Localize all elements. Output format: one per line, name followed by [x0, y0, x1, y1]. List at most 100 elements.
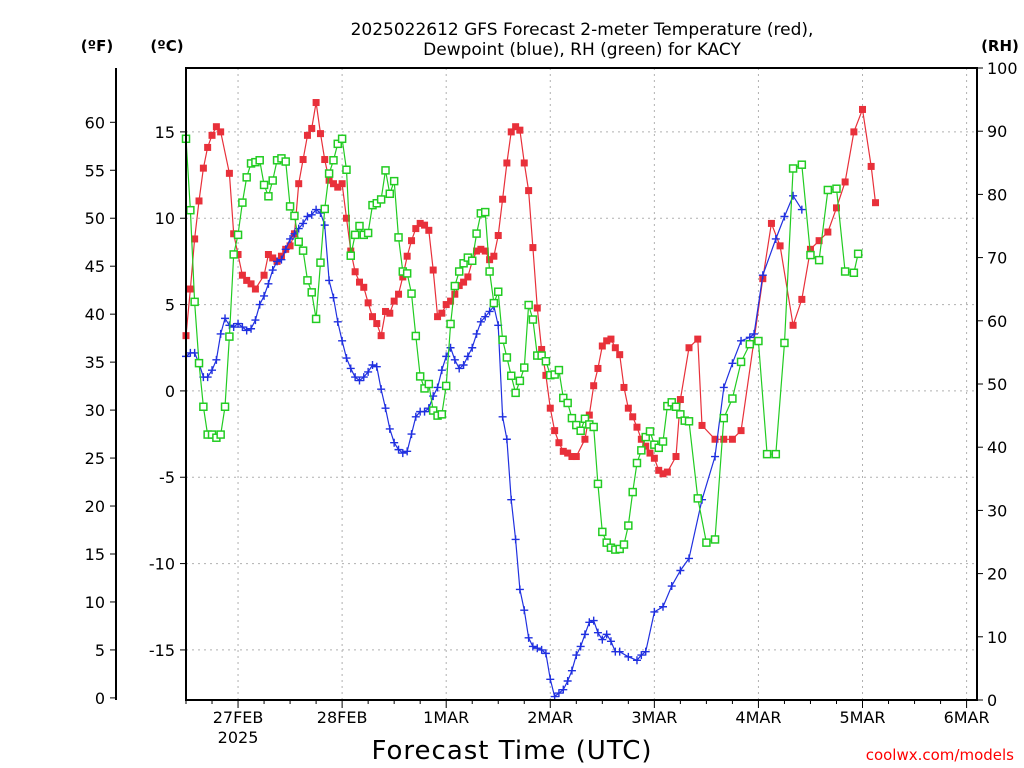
- rh-point: [771, 449, 781, 459]
- dewpoint-point: [546, 675, 555, 684]
- rh-tick-label: 30: [987, 501, 1007, 520]
- rh-point: [853, 249, 863, 259]
- dewpoint-point: [299, 219, 308, 228]
- rh-point: [255, 156, 264, 165]
- dewpoint-point: [329, 293, 338, 302]
- temperature-point: [720, 435, 728, 443]
- dewpoint-point: [381, 404, 390, 413]
- dewpoint-point: [602, 630, 611, 639]
- temperature-point: [325, 176, 333, 184]
- temperature-point: [364, 299, 372, 307]
- rh-point: [376, 195, 386, 204]
- x-tick-label: 2MAR: [527, 708, 573, 727]
- temperature-point: [581, 435, 589, 443]
- rh-point: [506, 371, 516, 381]
- dewpoint-point: [342, 354, 351, 363]
- temperature-point: [728, 435, 736, 443]
- dewpoint-point: [255, 300, 264, 309]
- rh-point: [567, 413, 577, 423]
- dewpoint-point: [281, 245, 290, 254]
- rh-point: [840, 267, 850, 276]
- temperature-point: [434, 313, 442, 321]
- dewpoint-point: [420, 407, 429, 416]
- dewpoint-point: [737, 336, 746, 345]
- dewpoint-point: [658, 602, 667, 611]
- dewpoint-point: [572, 651, 581, 660]
- fahrenheit-tick-label: 0: [95, 689, 105, 708]
- dewpoint-point: [303, 212, 312, 221]
- temperature-point: [412, 225, 420, 233]
- dewpoint-point: [472, 329, 481, 338]
- celsius-tick-label: 15: [155, 123, 175, 142]
- temperature-point: [473, 247, 481, 255]
- rh-point: [389, 176, 399, 186]
- rh-tick-label: 80: [987, 185, 1007, 204]
- rh-point: [745, 339, 755, 349]
- rh-point: [428, 406, 438, 415]
- dewpoint-point: [229, 323, 238, 332]
- temperature-point: [676, 396, 684, 404]
- temperature-point: [841, 178, 849, 186]
- dewpoint-point: [515, 585, 524, 594]
- temperature-point: [776, 242, 784, 250]
- celsius-tick-label: 5: [165, 296, 175, 315]
- temperature-point: [321, 156, 329, 164]
- rh-point: [472, 229, 481, 238]
- temperature-point: [421, 221, 429, 229]
- dewpoint-point: [750, 329, 759, 338]
- rh-point: [238, 198, 247, 207]
- rh-point: [702, 538, 711, 547]
- dewpoint-point: [567, 666, 576, 675]
- rh-point: [637, 446, 646, 455]
- temperature-point: [429, 266, 437, 274]
- dewpoint-point: [446, 343, 455, 352]
- rh-tick-label: 70: [987, 249, 1007, 268]
- dewpoint-point: [377, 385, 386, 394]
- rh-point: [788, 164, 798, 173]
- rh-point: [736, 357, 746, 367]
- rh-tick-label: 40: [987, 438, 1007, 457]
- temperature-point: [616, 351, 624, 359]
- temperature-point: [217, 128, 225, 136]
- temperature-point: [607, 335, 615, 343]
- rh-point: [589, 422, 598, 432]
- dewpoint-point: [615, 647, 624, 656]
- temperature-point: [698, 421, 706, 429]
- x-tick-label: 27FEB: [213, 708, 264, 727]
- rh-point: [602, 538, 611, 547]
- temperature-point: [342, 214, 350, 222]
- temperature-point: [208, 131, 216, 139]
- temperature-point: [872, 199, 880, 207]
- fahrenheit-tick-label: 20: [85, 497, 105, 516]
- temperature-point: [399, 273, 407, 281]
- celsius-tick-label: 0: [165, 382, 175, 401]
- temperature-point: [798, 295, 806, 303]
- temperature-point: [395, 290, 403, 298]
- temperature-point: [859, 105, 867, 113]
- dewpoint-point: [216, 329, 225, 338]
- dewpoint-point: [351, 373, 360, 382]
- dewpoint-point: [238, 323, 247, 332]
- rh-point: [520, 363, 529, 372]
- fahrenheit-unit-label: (ºF): [81, 37, 113, 55]
- temperature-point: [672, 453, 680, 461]
- dewpoint-point: [385, 424, 394, 433]
- rh-point: [576, 426, 585, 436]
- dewpoint-point: [286, 234, 295, 243]
- rh-point: [580, 414, 590, 424]
- rh-point: [199, 402, 208, 412]
- dewpoint-point: [667, 582, 676, 591]
- temperature-point: [234, 250, 242, 258]
- temperature-point: [243, 276, 251, 284]
- rh-point: [641, 432, 650, 442]
- rh-tick-label: 50: [987, 375, 1007, 394]
- temperature-point: [507, 128, 515, 136]
- dewpoint-point: [771, 234, 780, 243]
- rh-point: [329, 156, 338, 165]
- dewpoint-point: [333, 317, 342, 326]
- x-tick-label: 28FEB: [317, 708, 368, 727]
- dewpoint-point: [268, 266, 277, 275]
- rh-point: [337, 134, 347, 144]
- rh-tick-label: 90: [987, 122, 1007, 141]
